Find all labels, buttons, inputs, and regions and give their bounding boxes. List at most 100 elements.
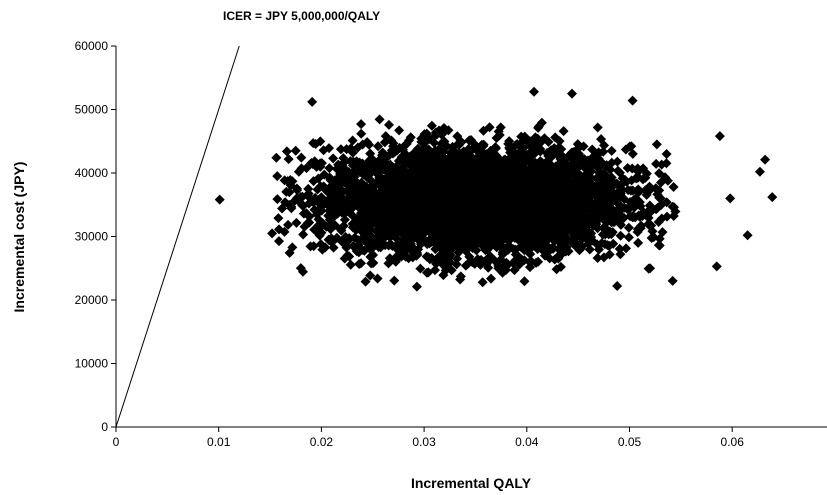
scatter-point [504, 136, 515, 147]
scatter-point [427, 209, 438, 220]
scatter-point [533, 181, 544, 192]
scatter-point [451, 157, 462, 168]
scatter-point [654, 185, 665, 196]
scatter-point [345, 259, 356, 270]
scatter-point [491, 194, 502, 205]
scatter-point [570, 237, 581, 248]
scatter-point [554, 136, 565, 147]
scatter-point [464, 135, 475, 146]
scatter-point [542, 164, 553, 175]
scatter-point [667, 275, 678, 286]
scatter-point [563, 150, 574, 161]
scatter-point [517, 208, 528, 219]
scatter-point [291, 217, 302, 228]
scatter-point [350, 224, 361, 235]
scatter-point [333, 159, 344, 170]
scatter-point [468, 216, 479, 227]
scatter-point [614, 167, 625, 178]
scatter-point [396, 200, 407, 211]
scatter-point [573, 178, 584, 189]
x-tick-label: 0.02 [310, 435, 334, 449]
scatter-point [544, 253, 555, 264]
scatter-point [627, 148, 638, 159]
scatter-point [514, 148, 525, 159]
scatter-point [556, 194, 567, 205]
scatter-point [383, 119, 394, 130]
scatter-point [599, 193, 610, 204]
scatter-point [651, 139, 662, 150]
scatter-point [601, 160, 612, 171]
scatter-point [455, 201, 466, 212]
scatter-point [459, 219, 470, 230]
scatter-point [388, 225, 399, 236]
x-axis-title: Incremental QALY [411, 475, 532, 491]
scatter-point [295, 191, 306, 202]
scatter-point [428, 131, 439, 142]
scatter-point [538, 195, 549, 206]
scatter-point [607, 209, 618, 220]
scatter-point [548, 229, 559, 240]
scatter-point [555, 238, 566, 249]
scatter-point [567, 168, 578, 179]
scatter-point [574, 148, 585, 159]
scatter-point [446, 189, 457, 200]
scatter-point [324, 163, 335, 174]
scatter-point [450, 212, 461, 223]
scatter-point [394, 142, 405, 153]
scatter-point [417, 200, 428, 211]
scatter-point [615, 249, 626, 260]
scatter-point [593, 244, 604, 255]
scatter-point [351, 199, 362, 210]
scatter-point [505, 193, 516, 204]
scatter-point [568, 230, 579, 241]
scatter-point [530, 143, 541, 154]
scatter-point [632, 227, 643, 238]
scatter-point [302, 209, 313, 220]
scatter-point [645, 263, 656, 274]
scatter-point [501, 257, 512, 268]
scatter-point [592, 122, 603, 133]
scatter-point [338, 195, 349, 206]
scatter-point [742, 230, 753, 241]
scatter-point [612, 281, 623, 292]
scatter-point [632, 171, 643, 182]
scatter-point [371, 225, 382, 236]
scatter-point [318, 145, 329, 156]
scatter-point [307, 96, 318, 107]
scatter-point [485, 145, 496, 156]
scatter-point [384, 200, 395, 211]
scatter-point [536, 157, 547, 168]
scatter-point [304, 217, 315, 228]
scatter-point [374, 114, 385, 125]
scatter-point [633, 237, 644, 248]
scatter-point [467, 166, 478, 177]
scatter-point [283, 154, 294, 165]
scatter-point [502, 245, 513, 256]
scatter-point [654, 233, 665, 244]
scatter-point [514, 159, 525, 170]
scatter-point [596, 134, 607, 145]
scatter-point [415, 263, 426, 274]
scatter-point [576, 217, 587, 228]
scatter-point [373, 141, 384, 152]
scatter-point [453, 242, 464, 253]
scatter-point [767, 192, 778, 203]
scatter-point [711, 261, 722, 272]
scatter-point [439, 177, 450, 188]
scatter-point [620, 144, 631, 155]
scatter-point [471, 183, 482, 194]
scatter-point [356, 119, 367, 130]
scatter-point [499, 193, 510, 204]
scatter-point [455, 136, 466, 147]
scatter-point [445, 177, 456, 188]
scatter-point [439, 257, 450, 268]
scatter-point [360, 276, 371, 287]
scatter-point [467, 237, 478, 248]
scatter-point [279, 175, 290, 186]
scatter-point [533, 121, 544, 132]
scatter-point [528, 164, 539, 175]
scatter-point [558, 126, 569, 137]
scatter-point [383, 218, 394, 229]
scatter-point [476, 197, 487, 208]
scatter-point [357, 139, 368, 150]
